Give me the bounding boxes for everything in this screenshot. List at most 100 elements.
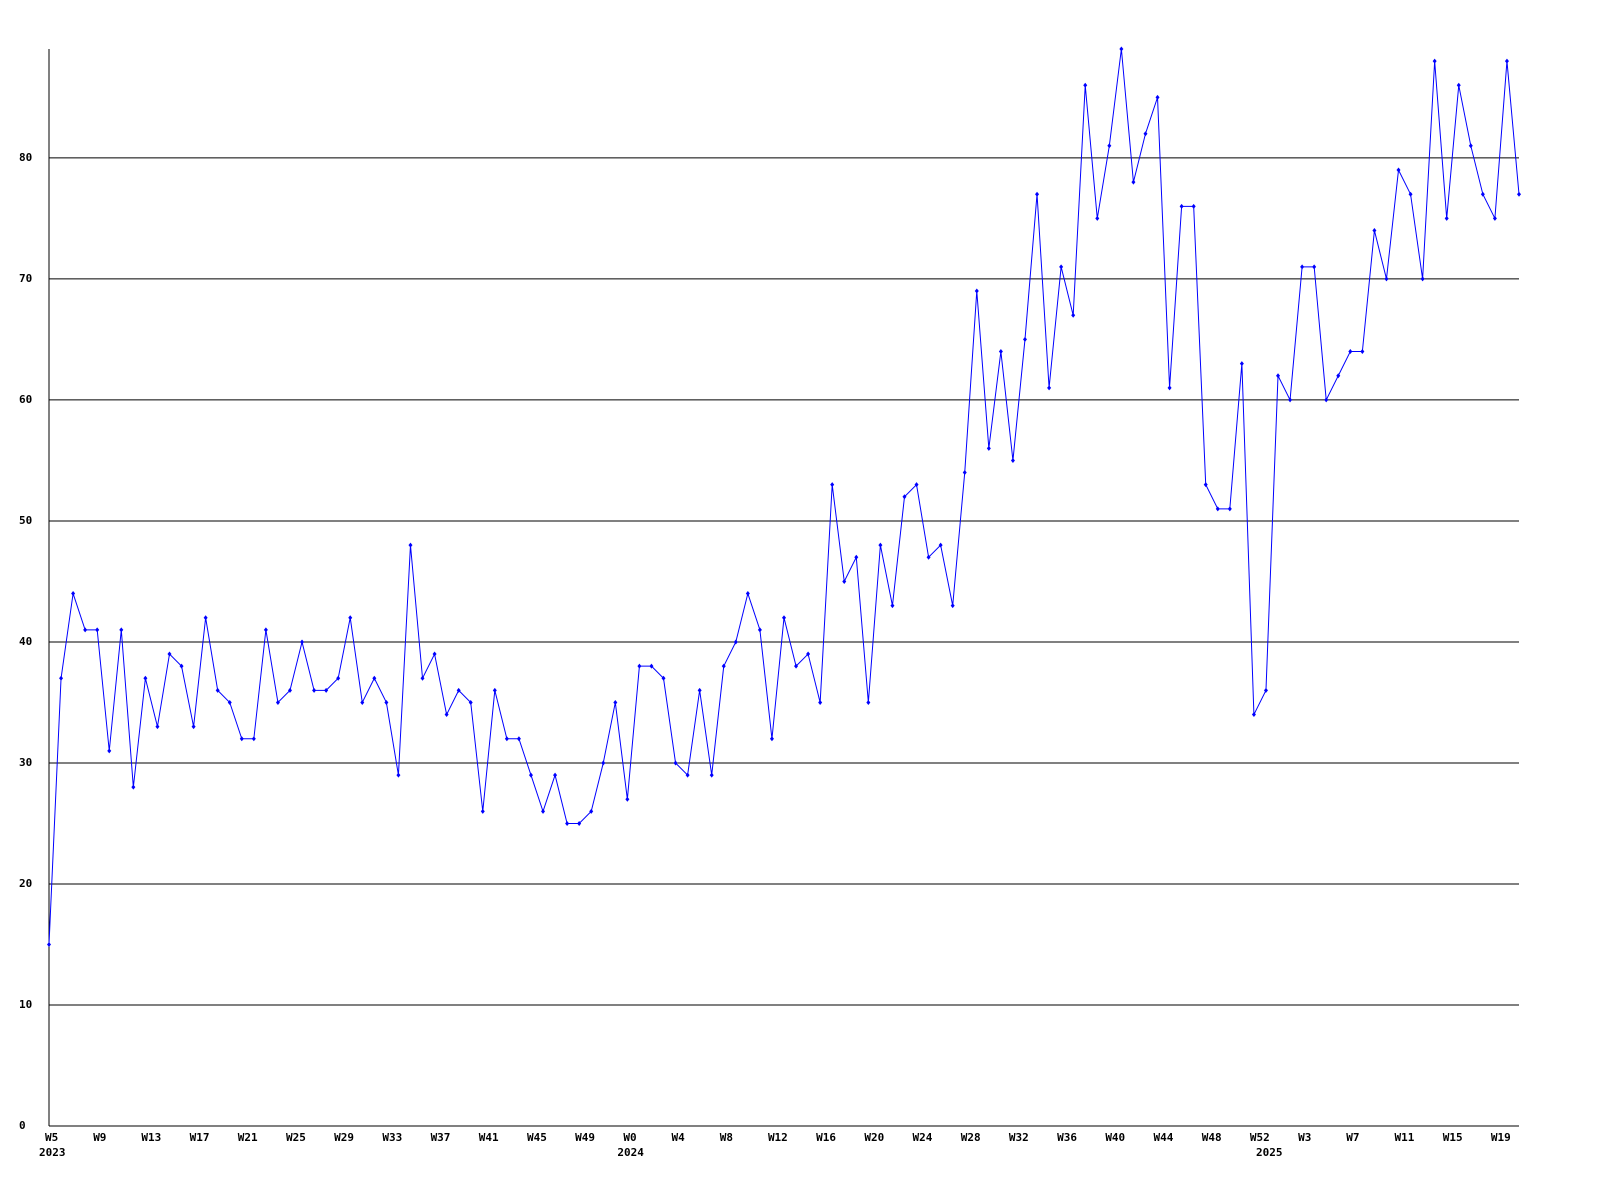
x-tick-label: W21 xyxy=(238,1131,258,1144)
data-point xyxy=(384,699,389,705)
x-tick-label: W48 xyxy=(1202,1131,1222,1144)
y-tick-label: 10 xyxy=(19,998,32,1011)
data-point xyxy=(83,627,88,633)
data-point xyxy=(661,675,666,681)
data-point xyxy=(155,724,160,730)
data-point xyxy=(1276,373,1281,379)
data-point xyxy=(625,796,630,802)
data-point xyxy=(709,772,714,778)
data-point xyxy=(348,615,353,621)
data-point xyxy=(1251,712,1256,718)
x-tick-label: W52 xyxy=(1250,1131,1270,1144)
x-tick-label: W28 xyxy=(961,1131,981,1144)
data-point xyxy=(1263,687,1268,693)
x-year-label: 2025 xyxy=(1256,1146,1283,1159)
data-point xyxy=(926,554,931,560)
data-point xyxy=(1360,349,1365,355)
data-point xyxy=(1191,203,1196,209)
data-point xyxy=(1155,94,1160,100)
data-point xyxy=(59,675,64,681)
data-point xyxy=(806,651,811,657)
data-point xyxy=(782,615,786,621)
data-point xyxy=(541,808,546,814)
data-point xyxy=(685,772,690,778)
data-point xyxy=(974,288,979,294)
data-point xyxy=(444,712,449,718)
data-point xyxy=(577,820,582,826)
data-point xyxy=(432,651,437,657)
data-point xyxy=(878,542,883,548)
y-tick-label: 40 xyxy=(19,635,32,648)
data-point xyxy=(818,699,823,705)
x-tick-label: W44 xyxy=(1154,1131,1174,1144)
data-point xyxy=(1022,336,1027,342)
data-point xyxy=(239,736,244,742)
data-point xyxy=(251,736,256,742)
y-tick-label: 20 xyxy=(19,877,32,890)
x-tick-label: W45 xyxy=(527,1131,547,1144)
data-point xyxy=(300,639,305,645)
x-tick-label: W32 xyxy=(1009,1131,1029,1144)
data-point xyxy=(1348,349,1353,355)
data-point xyxy=(1288,397,1293,403)
data-point xyxy=(143,675,148,681)
data-point xyxy=(1131,179,1136,185)
data-point xyxy=(275,699,280,705)
data-point xyxy=(1107,143,1112,149)
data-point xyxy=(47,941,51,947)
data-point xyxy=(1010,457,1015,463)
data-point xyxy=(601,760,606,766)
data-point xyxy=(360,699,365,705)
data-point xyxy=(1119,46,1124,52)
data-point xyxy=(167,651,172,657)
y-tick-label: 80 xyxy=(19,151,32,164)
data-point xyxy=(528,772,533,778)
x-tick-label: W40 xyxy=(1105,1131,1125,1144)
data-point xyxy=(119,627,124,633)
data-point xyxy=(324,687,329,693)
x-tick-label: W11 xyxy=(1395,1131,1415,1144)
data-point xyxy=(637,663,642,669)
data-point xyxy=(336,675,341,681)
data-point xyxy=(613,699,618,705)
data-point xyxy=(1095,215,1100,221)
data-point xyxy=(902,494,907,500)
data-point xyxy=(649,663,654,669)
data-point xyxy=(312,687,317,693)
data-point xyxy=(1071,312,1076,318)
y-tick-label: 30 xyxy=(19,756,32,769)
data-point xyxy=(914,482,919,488)
data-point xyxy=(107,748,112,754)
x-tick-label: W17 xyxy=(190,1131,210,1144)
data-point xyxy=(1384,276,1389,282)
data-point xyxy=(1083,82,1088,88)
data-point xyxy=(842,578,847,584)
x-tick-label: W20 xyxy=(864,1131,884,1144)
data-point xyxy=(1336,373,1341,379)
data-point xyxy=(191,724,196,730)
x-tick-label: W15 xyxy=(1443,1131,1463,1144)
data-point xyxy=(1492,215,1497,221)
data-point xyxy=(769,736,774,742)
data-point xyxy=(962,470,967,476)
data-point xyxy=(71,591,76,597)
data-point xyxy=(854,554,859,560)
data-point xyxy=(890,603,895,609)
data-point xyxy=(565,820,570,826)
data-point xyxy=(504,736,509,742)
x-tick-label: W9 xyxy=(93,1131,106,1144)
data-point xyxy=(456,687,461,693)
data-point xyxy=(408,542,413,548)
x-tick-label: W29 xyxy=(334,1131,354,1144)
data-point xyxy=(1179,203,1184,209)
data-point xyxy=(1517,191,1521,197)
y-tick-label: 60 xyxy=(19,393,32,406)
x-year-label: 2024 xyxy=(617,1146,644,1159)
x-tick-label: W16 xyxy=(816,1131,836,1144)
data-point xyxy=(516,736,521,742)
data-point xyxy=(227,699,232,705)
y-tick-label: 0 xyxy=(19,1119,26,1132)
data-point xyxy=(372,675,377,681)
data-point xyxy=(1444,215,1449,221)
